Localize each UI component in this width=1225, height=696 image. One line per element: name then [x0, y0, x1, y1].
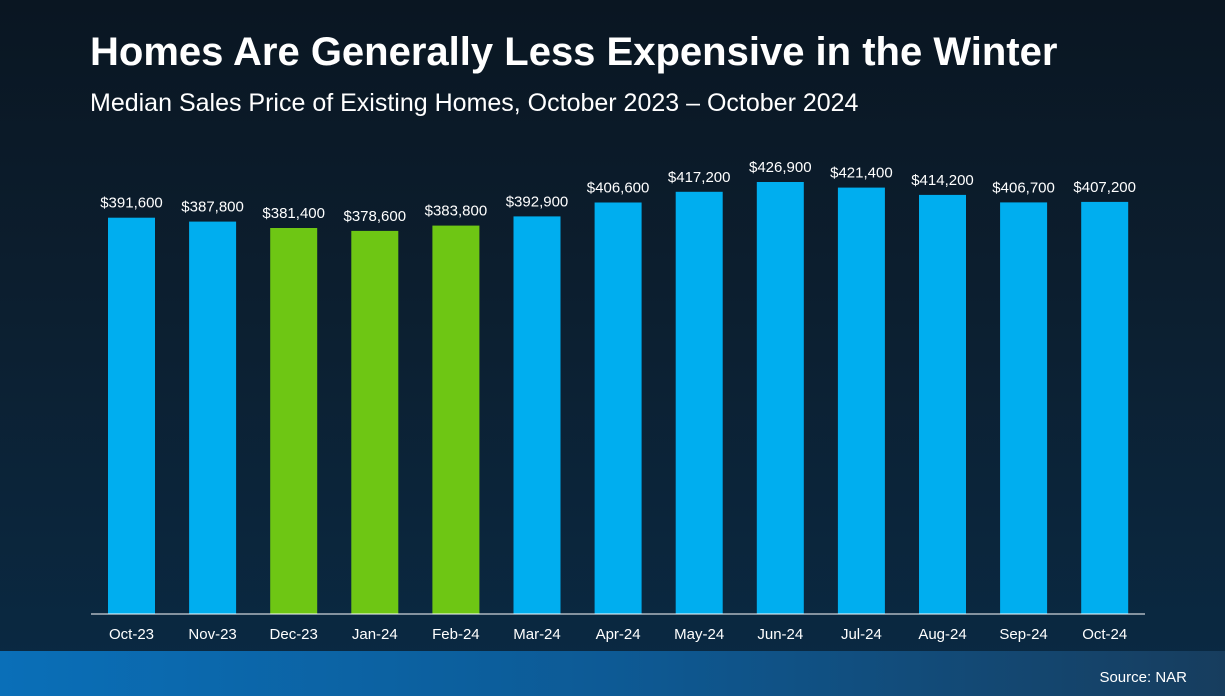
x-tick-mar-24: Mar-24 — [513, 626, 561, 643]
data-label-apr-24: $406,600 — [587, 180, 650, 197]
bar-aug-24 — [919, 194, 966, 614]
bar-jun-24 — [756, 182, 804, 614]
bar-sep-24 — [1000, 202, 1048, 614]
bar-oct-24 — [1081, 201, 1129, 614]
data-label-mar-24: $392,900 — [506, 193, 569, 210]
data-label-feb-24: $383,800 — [425, 203, 488, 220]
x-tick-oct-24: Oct-24 — [1082, 626, 1127, 643]
bar-nov-23 — [189, 221, 237, 614]
x-tick-feb-24: Feb-24 — [432, 626, 480, 643]
data-label-dec-23: $381,400 — [262, 205, 325, 222]
bar-mar-24 — [513, 216, 561, 614]
x-tick-sep-24: Sep-24 — [999, 626, 1047, 643]
data-label-jan-24: $378,600 — [344, 208, 407, 225]
x-tick-may-24: May-24 — [674, 626, 724, 643]
x-tick-oct-23: Oct-23 — [109, 626, 154, 643]
bar-may-24 — [675, 191, 723, 615]
data-label-sep-24: $406,700 — [992, 179, 1055, 196]
x-tick-jan-24: Jan-24 — [352, 626, 398, 643]
bar-jul-24 — [837, 187, 885, 614]
bars-group — [108, 182, 1129, 615]
x-tick-nov-23: Nov-23 — [188, 626, 236, 643]
data-label-aug-24: $414,200 — [911, 172, 974, 189]
data-label-may-24: $417,200 — [668, 169, 731, 186]
x-tick-apr-24: Apr-24 — [596, 626, 641, 643]
data-label-jul-24: $421,400 — [830, 165, 893, 182]
x-tick-dec-23: Dec-23 — [270, 626, 318, 643]
data-label-oct-23: $391,600 — [100, 195, 163, 212]
x-tick-aug-24: Aug-24 — [918, 626, 966, 643]
source-label: Source: NAR — [1099, 669, 1187, 686]
chart-title: Homes Are Generally Less Expensive in th… — [90, 30, 1058, 74]
bar-oct-23 — [108, 217, 155, 614]
bar-chart: $391,600 $387,800 $381,400 $378,600 $383,800… — [100, 159, 1136, 643]
chart-subtitle: Median Sales Price of Existing Homes, Oc… — [90, 89, 859, 117]
x-tick-jul-24: Jul-24 — [841, 626, 882, 643]
data-label-nov-23: $387,800 — [181, 199, 244, 216]
bar-feb-24 — [432, 225, 480, 614]
data-label-oct-24: $407,200 — [1073, 179, 1136, 196]
bar-dec-23 — [270, 228, 318, 614]
footer-bar: Source: NAR — [0, 651, 1225, 696]
x-tick-labels-group: Oct-23 Nov-23 Dec-23 Jan-24 Feb-24 Mar-24 Apr-… — [109, 626, 1127, 643]
data-labels-group: $391,600 $387,800 $381,400 $378,600 $383,800… — [100, 159, 1136, 225]
x-tick-jun-24: Jun-24 — [757, 626, 803, 643]
bar-apr-24 — [594, 202, 642, 614]
bar-jan-24 — [351, 230, 399, 614]
data-label-jun-24: $426,900 — [749, 159, 812, 176]
